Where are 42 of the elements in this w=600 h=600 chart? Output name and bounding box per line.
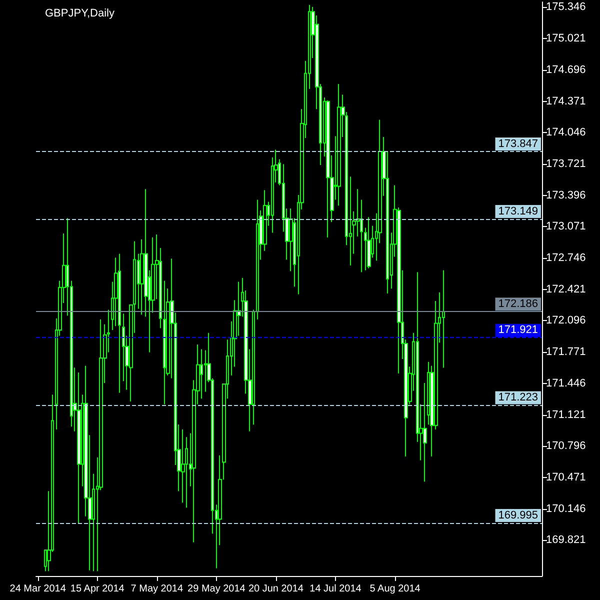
- x-tick-label: 14 Jul 2014: [310, 584, 362, 594]
- y-tick-label: 170.796: [546, 440, 586, 452]
- candlestick: [256, 199, 259, 320]
- x-tick-label: 5 Aug 2014: [370, 584, 421, 594]
- candlestick: [181, 428, 185, 504]
- y-tick-label: 172.421: [546, 283, 586, 296]
- candlestick: [442, 270, 445, 368]
- y-tick-label: 170.146: [546, 502, 586, 515]
- candlestick: [423, 382, 427, 482]
- ref-line-label: 171.223: [498, 392, 538, 404]
- y-tick-label: 173.071: [546, 220, 586, 233]
- y-tick-label: 175.021: [546, 32, 586, 45]
- x-tick-label: 15 Apr 2014: [70, 584, 125, 594]
- candlestick: [163, 280, 166, 405]
- y-tick-label: 171.771: [546, 346, 586, 358]
- y-tick-label: 170.471: [546, 472, 586, 484]
- ref-line-label: 173.847: [498, 138, 538, 150]
- y-tick-label: 169.821: [546, 534, 586, 546]
- ref-line-label: 172.186: [498, 298, 538, 310]
- candlestick: [77, 372, 81, 524]
- y-tick-label: 175.346: [546, 1, 586, 14]
- y-tick-label: 174.046: [546, 126, 586, 139]
- candlestick: [367, 216, 371, 269]
- y-tick-label: 174.371: [546, 95, 586, 108]
- x-tick-label: 20 Jun 2014: [248, 584, 304, 594]
- candlestick: [337, 84, 341, 206]
- ref-line-label: 169.995: [498, 509, 538, 522]
- text: GBPJPY,Daily: [45, 8, 115, 20]
- x-tick-label: 24 Mar 2014: [10, 584, 66, 594]
- candlestick: [118, 253, 121, 394]
- x-tick-label: 7 May 2014: [130, 584, 184, 594]
- y-tick-label: 171.121: [546, 408, 586, 421]
- y-tick-label: 172.096: [546, 314, 586, 327]
- ref-line-label: 171.921: [498, 324, 538, 336]
- ref-line-label: 173.149: [498, 206, 538, 218]
- y-tick-label: 173.721: [546, 158, 586, 170]
- x-tick-label: 29 May 2014: [188, 584, 246, 594]
- y-tick-label: 171.446: [546, 377, 586, 390]
- candlestick: [326, 100, 330, 238]
- y-tick-label: 174.696: [546, 64, 586, 76]
- y-tick-label: 172.746: [546, 252, 586, 264]
- y-tick-label: 173.396: [546, 189, 586, 202]
